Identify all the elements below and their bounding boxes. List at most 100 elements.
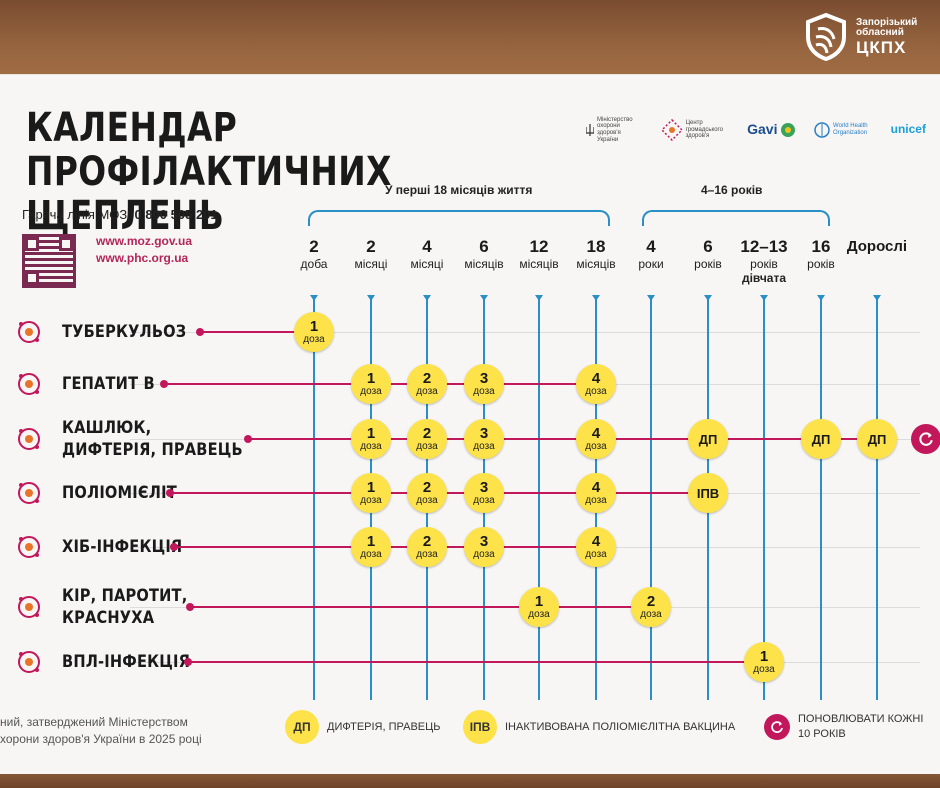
timeline-arrow-icon: [704, 295, 712, 301]
timeline-arrow-icon: [367, 295, 375, 301]
org-logo: Запорізький обласний ЦКПХ: [804, 12, 934, 62]
disease-label: КАШЛЮК, ДИФТЕРІЯ, ПРАВЕЦЬ: [62, 417, 243, 461]
age-timeline: [538, 297, 540, 700]
dose-badge: 1 доза: [351, 527, 391, 567]
age-header: 2 доба: [284, 237, 344, 271]
age-number: 2: [309, 237, 319, 256]
legend-renew: ПОНОВЛЮВАТИ КОЖНІ 10 РОКІВ: [764, 712, 923, 742]
title-line1: КАЛЕНДАР ПРОФІЛАКТИЧНИХ: [26, 105, 392, 195]
dose-word: доза: [585, 385, 607, 397]
disease-label-line1: ГЕПАТИТ В: [62, 374, 155, 394]
sponsor-unicef-label: unicef: [890, 122, 926, 137]
link-phc[interactable]: www.phc.org.ua: [96, 251, 189, 265]
hotline-label: Гаряча лінія МОЗ:: [22, 207, 131, 222]
disease-label-line1: КАШЛЮК,: [62, 418, 152, 438]
dose-number: 3: [479, 369, 489, 387]
dose-badge: 4 доза: [576, 364, 616, 404]
sponsor-who: World Health Organization: [814, 122, 873, 138]
dose-word: доза: [473, 494, 495, 506]
dose-word: доза: [360, 494, 382, 506]
age-timeline: [313, 297, 315, 700]
dose-number: 3: [479, 424, 489, 442]
dose-badge: 1 доза: [351, 473, 391, 513]
hotline-number[interactable]: 0 800 505 201: [134, 207, 218, 222]
legend-renew-line2: 10 РОКІВ: [798, 728, 846, 740]
dose-number: 4: [591, 424, 601, 442]
vaccine-tag-badge: ІПВ: [688, 473, 728, 513]
age-timeline: [763, 297, 765, 700]
disease-label-line1: ТУБЕРКУЛЬОЗ: [62, 322, 187, 342]
age-header: 18 місяців: [566, 237, 626, 271]
age-subgroup: дівчата: [741, 271, 787, 285]
legend-ipv-badge: ІПВ: [463, 710, 497, 744]
hotline: Гаряча лінія МОЗ: 0 800 505 201: [22, 207, 218, 222]
website-links: www.moz.gov.ua www.phc.org.ua: [96, 233, 192, 267]
dose-badge: 1 доза: [351, 364, 391, 404]
virus-icon: [12, 476, 46, 510]
dose-word: доза: [753, 663, 775, 675]
dose-badge: 2 доза: [407, 473, 447, 513]
dose-number: 1: [366, 478, 376, 496]
sponsor-phc-label: Центр громадського здоров'я: [685, 120, 723, 140]
dose-number: 1: [759, 647, 769, 665]
dose-number: 4: [591, 532, 601, 550]
dose-word: доза: [528, 608, 550, 620]
dose-number: 1: [366, 369, 376, 387]
dose-number: 3: [479, 532, 489, 550]
dose-word: доза: [303, 333, 325, 345]
age-number: 2: [366, 237, 376, 256]
dose-badge: 3 доза: [464, 527, 504, 567]
qr-code[interactable]: [22, 234, 76, 288]
age-header: 12–13 років дівчата: [734, 237, 794, 285]
timeline-arrow-icon: [310, 295, 318, 301]
vaccine-tag-label: ІПВ: [696, 485, 720, 501]
org-name-line1: Запорізький: [856, 16, 918, 28]
dose-badge: 2 доза: [407, 364, 447, 404]
age-unit: років: [807, 257, 835, 271]
dose-word: доза: [585, 494, 607, 506]
shield-logo-icon: [806, 13, 846, 61]
disease-timeline: [200, 331, 314, 333]
sponsor-phc: Центр громадського здоров'я: [660, 119, 730, 141]
age-timeline: [876, 297, 878, 700]
disease-label-line1: ХІБ-ІНФЕКЦІЯ: [62, 537, 183, 557]
vaccine-tag-badge: ДП: [688, 419, 728, 459]
timeline-start-dot: [170, 543, 178, 551]
timeline-arrow-icon: [873, 295, 881, 301]
dose-badge: 1 доза: [744, 642, 784, 682]
timeline-arrow-icon: [592, 295, 600, 301]
disease-timeline: [248, 438, 877, 440]
vaccine-tag-label: ДП: [811, 431, 831, 447]
age-number: 16: [811, 237, 831, 256]
dose-badge: 3 доза: [464, 364, 504, 404]
age-header: 16 років: [791, 237, 851, 271]
legend-ipv: ІПВ ІНАКТИВОВАНА ПОЛІОМІЄЛІТНА ВАКЦИНА: [463, 710, 735, 744]
virus-icon: [12, 530, 46, 564]
sponsor-gavi-label: Gavi: [747, 121, 778, 138]
renew-icon: [911, 424, 940, 454]
dose-badge: 1 доза: [294, 312, 334, 352]
timeline-start-dot: [166, 489, 174, 497]
dose-word: доза: [416, 548, 438, 560]
footnote-line2: хорони здоров'я України в 2025 році: [0, 732, 202, 746]
legend-dp: ДП ДИФТЕРІЯ, ПРАВЕЦЬ: [285, 710, 440, 744]
sponsor-ministry: Міністерство охорони здоров'я України: [586, 117, 643, 143]
timeline-arrow-icon: [535, 295, 543, 301]
dose-word: доза: [360, 440, 382, 452]
link-moz[interactable]: www.moz.gov.ua: [96, 234, 193, 248]
timeline-arrow-icon: [423, 295, 431, 301]
timeline-arrow-icon: [760, 295, 768, 301]
timeline-arrow-icon: [647, 295, 655, 301]
sponsor-who-label: World Health Organization: [833, 123, 868, 136]
bracket-label-later: 4–16 років: [701, 183, 763, 197]
age-unit: доба: [300, 257, 328, 271]
disease-label-line2: КРАСНУХА: [62, 608, 155, 628]
who-emblem-icon: [814, 122, 830, 138]
gavi-globe-icon: [781, 123, 796, 137]
age-header: Дорослі: [837, 237, 917, 257]
disease-label: ГЕПАТИТ В: [62, 373, 155, 395]
dose-badge: 3 доза: [464, 473, 504, 513]
age-unit: місяців: [519, 257, 559, 271]
dose-number: 1: [309, 317, 319, 335]
legend-ipv-text: ІНАКТИВОВАНА ПОЛІОМІЄЛІТНА ВАКЦИНА: [505, 721, 736, 733]
